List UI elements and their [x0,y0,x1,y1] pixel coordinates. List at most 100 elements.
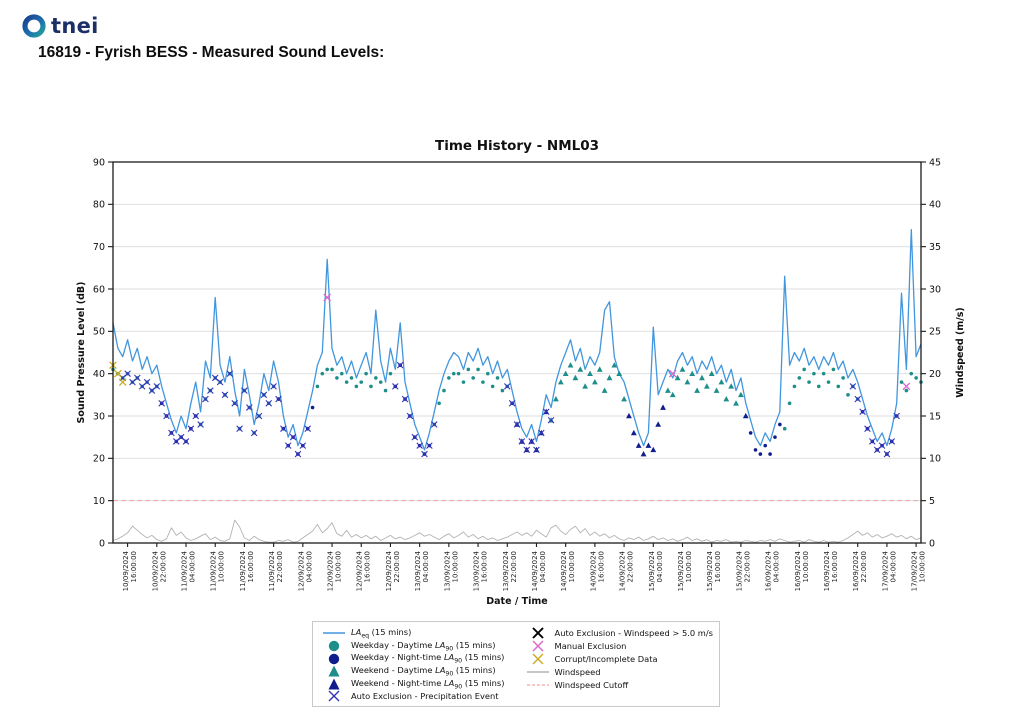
svg-text:10/09/202416:00:00: 10/09/202416:00:00 [122,550,138,591]
x-axis-label: Date / Time [486,596,547,607]
legend-col2-item-1: Manual Exclusion [525,640,713,653]
svg-text:12/09/202410:00:00: 12/09/202410:00:00 [327,550,343,591]
svg-text:35: 35 [929,242,941,253]
legend-col2-item-3: Windspeed [525,665,713,678]
legend-col2-item-0: Auto Exclusion - Windspeed > 5.0 m/s [525,627,713,640]
legend-marker [525,679,551,691]
svg-text:16/09/202404:00:00: 16/09/202404:00:00 [765,550,781,591]
svg-text:10: 10 [93,496,105,507]
legend-label: Weekday - Night-time LA90 (15 mins) [351,652,505,665]
svg-text:12/09/202404:00:00: 12/09/202404:00:00 [297,550,313,591]
legend-label: LAeq (15 mins) [351,627,412,640]
exclusion-markers [109,293,911,458]
legend-marker [525,653,551,665]
svg-text:17/09/202410:00:00: 17/09/202410:00:00 [911,550,927,591]
line-marker-icon [323,632,345,635]
triangle-marker-icon [328,678,340,690]
legend-marker [321,678,347,690]
legend-col2-item-4: Windspeed Cutoff [525,678,713,691]
svg-text:13/09/202410:00:00: 13/09/202410:00:00 [443,550,459,591]
legend-label: Windspeed [554,666,601,677]
circle-marker-icon [328,640,340,652]
svg-text:14/09/202422:00:00: 14/09/202422:00:00 [619,550,635,591]
legend-label: Weekend - Daytime LA90 (15 mins) [351,664,496,678]
svg-text:11/09/202416:00:00: 11/09/202416:00:00 [239,550,255,591]
laeq-series [112,229,922,451]
legend-label: Windspeed Cutoff [554,679,629,690]
legend-marker [321,627,347,639]
legend-col2-item-2: Corrupt/Incomplete Data [525,653,713,666]
svg-text:45: 45 [929,157,941,168]
circle-marker-icon [328,653,340,664]
legend-col1-item-5: Auto Exclusion - Precipitation Event [321,690,525,702]
svg-text:15/09/202410:00:00: 15/09/202410:00:00 [677,550,693,591]
svg-text:5: 5 [929,496,935,507]
x-marker-icon [532,653,544,665]
legend-col1-item-3: Weekend - Daytime LA90 (15 mins) [321,665,525,678]
svg-text:30: 30 [929,284,941,295]
triangle-marker-icon [328,665,340,677]
legend-column-1: LAeq (15 mins) Weekday - Daytime LA90 (15… [321,627,525,702]
tnei-logo: tnei [21,13,99,39]
svg-text:15: 15 [929,411,941,422]
legend-col1-item-4: Weekend - Night-time LA90 (15 mins) [321,677,525,691]
x-marker-icon [328,690,340,702]
svg-text:20: 20 [93,454,105,465]
svg-text:20: 20 [929,369,941,380]
line-marker-icon [526,670,549,673]
plot-spines [112,161,922,544]
svg-text:15/09/202416:00:00: 15/09/202416:00:00 [706,550,722,591]
chart-legend: LAeq (15 mins) Weekday - Daytime LA90 (15… [312,621,720,707]
svg-text:13/09/202416:00:00: 13/09/202416:00:00 [473,550,489,591]
legend-label: Weekend - Night-time LA90 (15 mins) [351,677,505,691]
chart-title: Time History - NML03 [435,138,599,154]
legend-marker [525,666,551,678]
svg-text:50: 50 [93,327,105,338]
svg-text:10: 10 [929,454,941,465]
svg-text:40: 40 [929,200,941,211]
svg-text:14/09/202404:00:00: 14/09/202404:00:00 [531,550,547,591]
svg-text:17/09/202404:00:00: 17/09/202404:00:00 [881,550,897,591]
windspeed-series [112,519,922,543]
legend-label: Auto Exclusion - Precipitation Event [351,691,499,702]
tnei-logo-icon [22,14,46,38]
legend-label: Manual Exclusion [554,641,627,652]
dashed-marker-icon [526,683,549,686]
svg-text:70: 70 [93,242,105,253]
legend-label: Weekday - Daytime LA90 (15 mins) [351,639,496,653]
legend-marker [321,640,347,652]
svg-text:30: 30 [93,411,105,422]
document-title: 16819 - Fyrish BESS - Measured Sound Lev… [38,44,385,61]
svg-text:12/09/202416:00:00: 12/09/202416:00:00 [356,550,372,591]
y-right-axis-label: Windspeed (m/s) [955,307,966,397]
svg-text:12/09/202422:00:00: 12/09/202422:00:00 [385,550,401,591]
svg-text:40: 40 [93,369,105,380]
svg-text:60: 60 [93,284,105,295]
svg-text:13/09/202404:00:00: 13/09/202404:00:00 [414,550,430,591]
legend-col1-item-0: LAeq (15 mins) [321,627,525,640]
legend-col1-item-2: Weekday - Night-time LA90 (15 mins) [321,652,525,665]
xbold-marker-icon [531,627,544,640]
svg-text:15/09/202422:00:00: 15/09/202422:00:00 [735,550,751,591]
tnei-logo-text: tnei [51,14,99,38]
legend-label: Auto Exclusion - Windspeed > 5.0 m/s [554,628,713,639]
x-marker-icon [532,640,544,652]
svg-text:14/09/202410:00:00: 14/09/202410:00:00 [560,550,576,591]
legend-marker [525,627,551,640]
chart-titles: Time History - NML03 Date / Time Sound Pre… [76,138,966,607]
legend-marker [321,690,347,702]
svg-text:0: 0 [929,538,935,549]
svg-text:10/09/202422:00:00: 10/09/202422:00:00 [151,550,167,591]
svg-text:11/09/202422:00:00: 11/09/202422:00:00 [268,550,284,591]
svg-text:80: 80 [93,200,105,211]
svg-text:11/09/202404:00:00: 11/09/202404:00:00 [181,550,197,591]
axes: 0 10 20 30 40 50 60 70 80 90 0 5 10 15 20 25 30 35 40 45 10/… [93,157,941,591]
gridlines [113,203,921,502]
legend-marker [321,665,347,677]
svg-text:16/09/202422:00:00: 16/09/202422:00:00 [852,550,868,591]
svg-text:11/09/202410:00:00: 11/09/202410:00:00 [210,550,226,591]
legend-col1-item-1: Weekday - Daytime LA90 (15 mins) [321,639,525,653]
svg-text:0: 0 [99,538,105,549]
